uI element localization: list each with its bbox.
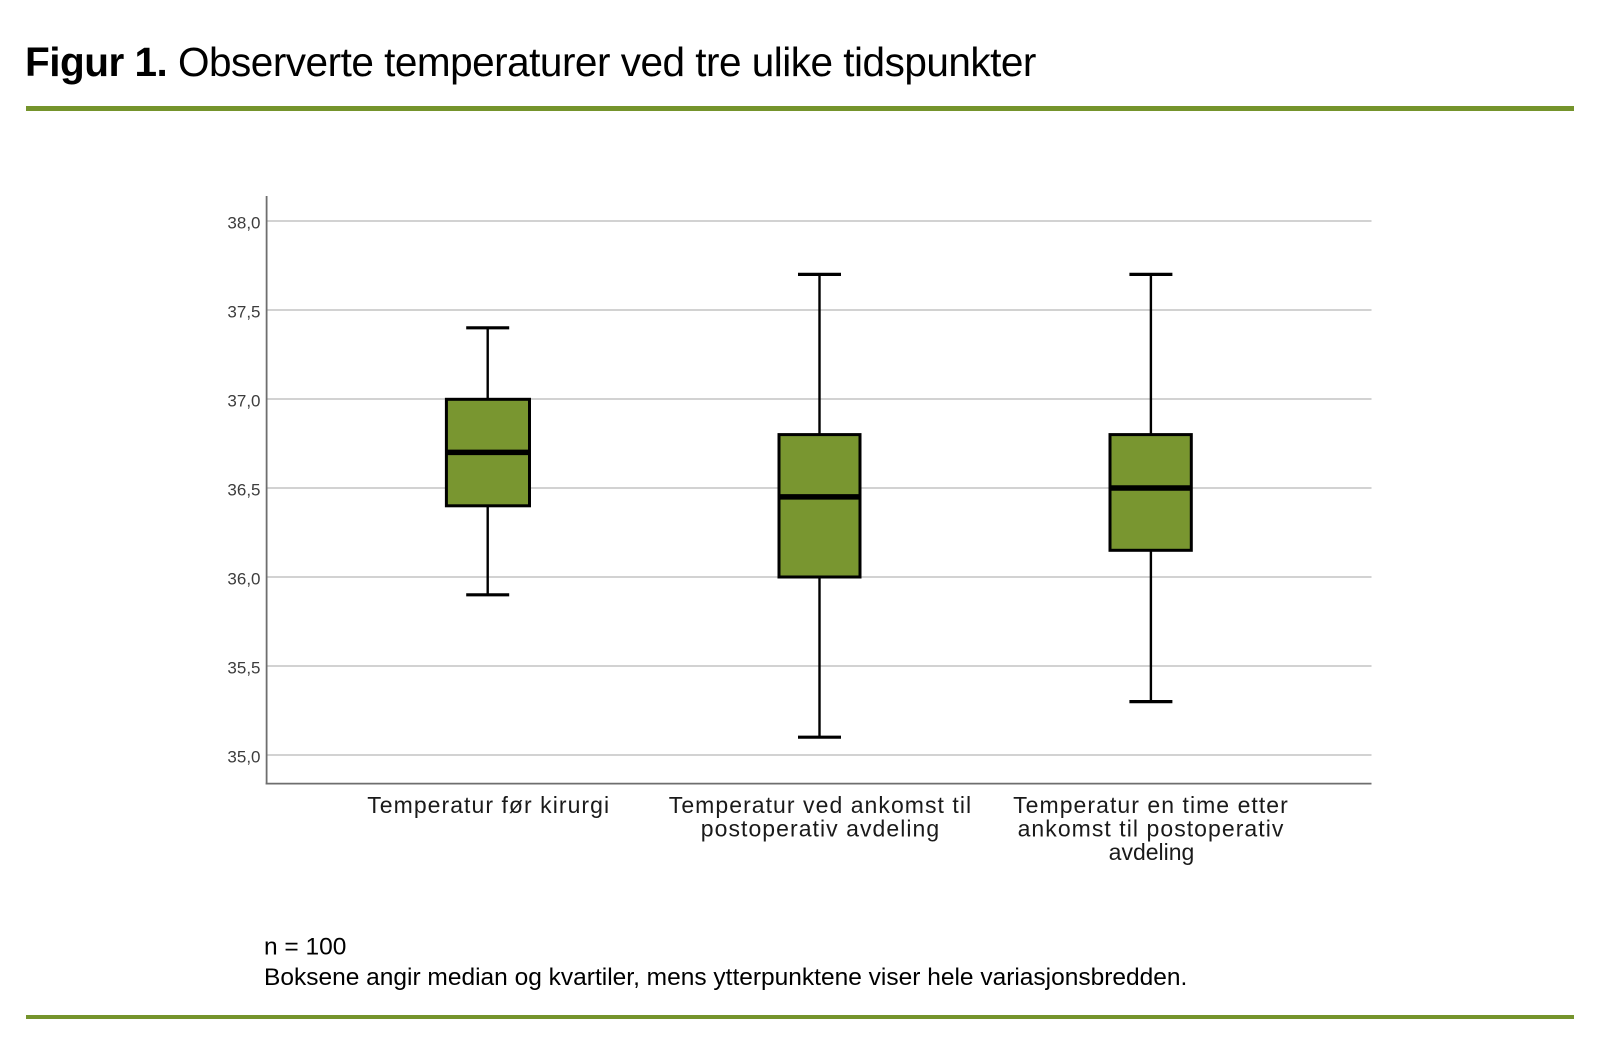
svg-text:36,0: 36,0 bbox=[227, 570, 260, 589]
svg-text:postoperativ avdeling: postoperativ avdeling bbox=[701, 816, 940, 842]
svg-text:Temperatur ved ankomst til: Temperatur ved ankomst til bbox=[669, 792, 972, 818]
svg-text:38,0: 38,0 bbox=[227, 214, 260, 233]
svg-text:Temperatur en time etter: Temperatur en time etter bbox=[1013, 792, 1289, 818]
svg-text:ankomst til postoperativ: ankomst til postoperativ bbox=[1018, 816, 1285, 842]
svg-text:36,5: 36,5 bbox=[227, 481, 260, 500]
svg-text:n = 100: n = 100 bbox=[264, 934, 346, 961]
svg-text:37,0: 37,0 bbox=[227, 392, 260, 411]
svg-text:35,0: 35,0 bbox=[227, 748, 260, 767]
svg-text:37,5: 37,5 bbox=[227, 303, 260, 322]
svg-text:Temperatur før kirurgi: Temperatur før kirurgi bbox=[367, 792, 610, 818]
svg-text:avdeling: avdeling bbox=[1109, 839, 1195, 865]
svg-text:35,5: 35,5 bbox=[227, 659, 260, 678]
svg-text:Boksene angir median og kvarti: Boksene angir median og kvartiler, mens … bbox=[264, 964, 1187, 991]
